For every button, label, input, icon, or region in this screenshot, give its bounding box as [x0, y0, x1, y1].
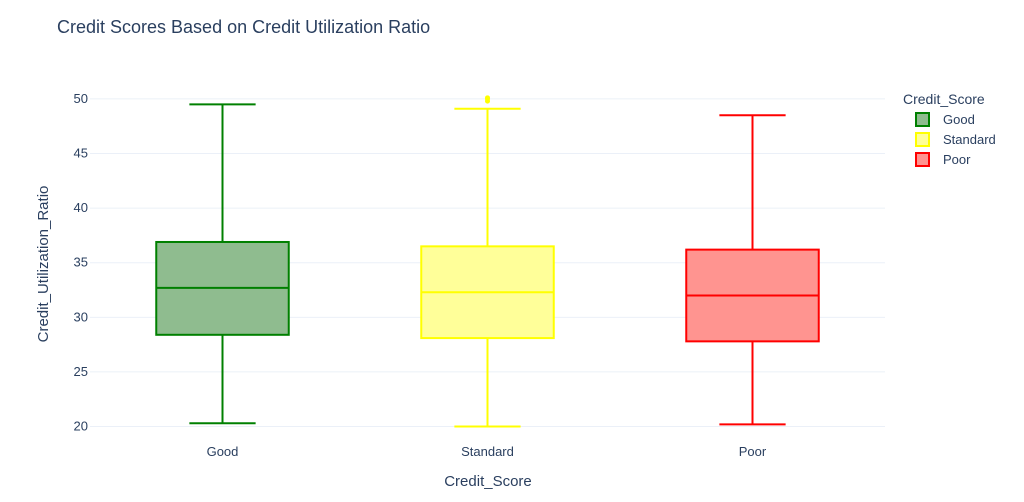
- x-tick-labels: Good Standard Poor: [207, 444, 767, 459]
- y-tick-label: 20: [74, 419, 88, 434]
- y-tick-labels: 20 25 30 35 40 45 50: [74, 91, 88, 434]
- y-tick-label: 45: [74, 146, 88, 161]
- box-standard: [420, 95, 555, 428]
- box-series: [155, 95, 820, 428]
- y-tick-label: 40: [74, 200, 88, 215]
- y-tick-label: 30: [74, 309, 88, 324]
- x-tick-label: Standard: [461, 444, 514, 459]
- outlier-point: [485, 95, 490, 101]
- chart-title: Credit Scores Based on Credit Utilizatio…: [57, 17, 430, 37]
- legend-swatch: [915, 132, 930, 147]
- x-tick-label: Poor: [739, 444, 767, 459]
- legend-item-poor: Poor: [915, 152, 971, 167]
- x-axis-title: Credit_Score: [444, 473, 532, 490]
- box-poor: [685, 114, 820, 426]
- legend-label: Standard: [943, 132, 996, 147]
- y-tick-label: 50: [74, 91, 88, 106]
- legend-swatch: [915, 112, 930, 127]
- legend-label: Good: [943, 112, 975, 127]
- y-tick-label: 25: [74, 364, 88, 379]
- legend-item-good: Good: [915, 112, 975, 127]
- y-axis-title: Credit_Utilization_Ratio: [35, 186, 52, 343]
- legend: Credit_Score Good Standard Poor: [903, 91, 996, 167]
- legend-swatch: [915, 152, 930, 167]
- y-tick-label: 35: [74, 255, 88, 270]
- legend-title: Credit_Score: [903, 91, 985, 107]
- box-good: [155, 103, 290, 425]
- legend-item-standard: Standard: [915, 132, 996, 147]
- x-tick-label: Good: [207, 444, 239, 459]
- legend-label: Poor: [943, 152, 971, 167]
